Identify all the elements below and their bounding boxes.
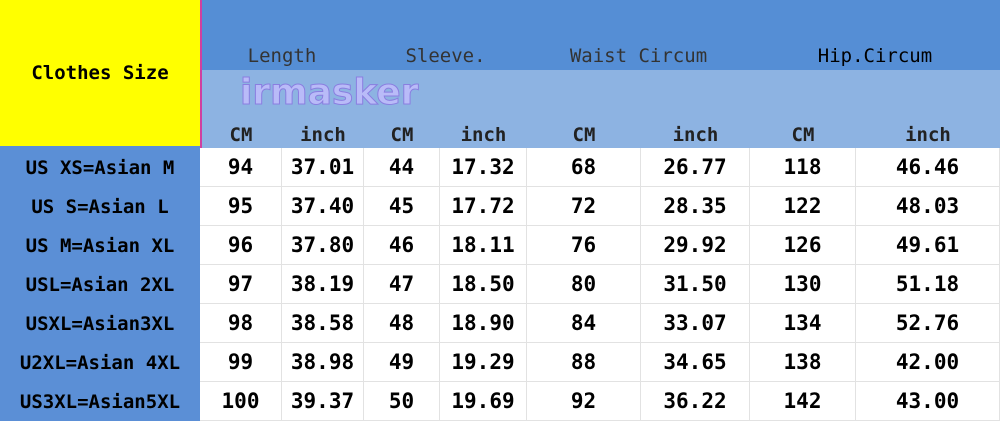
unit-header-5: inch: [672, 124, 719, 146]
table-cell: 51.18: [856, 265, 1000, 304]
table-cell: 52.76: [856, 304, 1000, 343]
table-cell: 49: [364, 343, 440, 382]
table-cell: 100: [200, 382, 282, 421]
size-label: US XS=Asian M: [25, 156, 175, 179]
unit-header-4: CM: [572, 124, 596, 146]
table-cell: 43.00: [856, 382, 1000, 421]
group-header-2: Waist Circum: [569, 45, 708, 67]
table-cell: 19.29: [440, 343, 527, 382]
table-cell: 76: [527, 226, 641, 265]
table-cell: 18.11: [440, 226, 527, 265]
table-cell: 95: [200, 187, 282, 226]
group-header-3: Hip.Circum: [817, 45, 933, 67]
table-cell: 46.46: [856, 148, 1000, 187]
table-cell: 38.98: [282, 343, 364, 382]
table-cell: 26.77: [641, 148, 750, 187]
unit-header-6: CM: [791, 124, 815, 146]
unit-header: [202, 70, 1000, 148]
size-label: US S=Asian L: [31, 195, 169, 218]
unit-header-2: CM: [390, 124, 414, 146]
table-cell: 126: [750, 226, 856, 265]
table-cell: 18.50: [440, 265, 527, 304]
table-cell: 39.37: [282, 382, 364, 421]
table-cell: 138: [750, 343, 856, 382]
table-cell: 80: [527, 265, 641, 304]
table-cell: 17.32: [440, 148, 527, 187]
clothes-size-header: Clothes Size: [0, 0, 200, 146]
table-cell: 19.69: [440, 382, 527, 421]
table-cell: 37.40: [282, 187, 364, 226]
table-cell: 17.72: [440, 187, 527, 226]
size-label: US M=Asian XL: [25, 234, 175, 257]
table-cell: 38.58: [282, 304, 364, 343]
table-cell: 34.65: [641, 343, 750, 382]
unit-header-3: inch: [460, 124, 507, 146]
table-cell: 72: [527, 187, 641, 226]
size-label: USL=Asian 2XL: [25, 273, 175, 296]
table-cell: 84: [527, 304, 641, 343]
table-cell: 48.03: [856, 187, 1000, 226]
table-cell: 122: [750, 187, 856, 226]
table-cell: 68: [527, 148, 641, 187]
size-label: US3XL=Asian5XL: [19, 390, 181, 413]
table-cell: 94: [200, 148, 282, 187]
unit-header-1: inch: [300, 124, 346, 146]
table-cell: 36.22: [641, 382, 750, 421]
table-cell: 48: [364, 304, 440, 343]
table-cell: 45: [364, 187, 440, 226]
table-cell: 118: [750, 148, 856, 187]
table-cell: 42.00: [856, 343, 1000, 382]
group-header-0: Length: [247, 45, 317, 67]
size-label: U2XL=Asian 4XL: [19, 351, 181, 374]
table-cell: 31.50: [641, 265, 750, 304]
unit-header-0: CM: [229, 124, 253, 146]
table-cell: 142: [750, 382, 856, 421]
table-cell: 98: [200, 304, 282, 343]
table-cell: 134: [750, 304, 856, 343]
divider: [200, 0, 202, 148]
table-cell: 29.92: [641, 226, 750, 265]
table-cell: 50: [364, 382, 440, 421]
table-cell: 37.01: [282, 148, 364, 187]
table-cell: 47: [364, 265, 440, 304]
table-cell: 18.90: [440, 304, 527, 343]
table-cell: 38.19: [282, 265, 364, 304]
table-cell: 49.61: [856, 226, 1000, 265]
table-cell: 96: [200, 226, 282, 265]
table-cell: 99: [200, 343, 282, 382]
table-cell: 46: [364, 226, 440, 265]
table-cell: 28.35: [641, 187, 750, 226]
table-cell: 44: [364, 148, 440, 187]
unit-header-7: inch: [905, 124, 951, 146]
size-label: USXL=Asian3XL: [25, 312, 175, 335]
group-header-1: Sleeve.: [405, 45, 486, 67]
table-cell: 130: [750, 265, 856, 304]
table-cell: 97: [200, 265, 282, 304]
table-cell: 88: [527, 343, 641, 382]
table-cell: 37.80: [282, 226, 364, 265]
table-cell: 92: [527, 382, 641, 421]
table-cell: 33.07: [641, 304, 750, 343]
measurement-header: [202, 0, 1000, 70]
